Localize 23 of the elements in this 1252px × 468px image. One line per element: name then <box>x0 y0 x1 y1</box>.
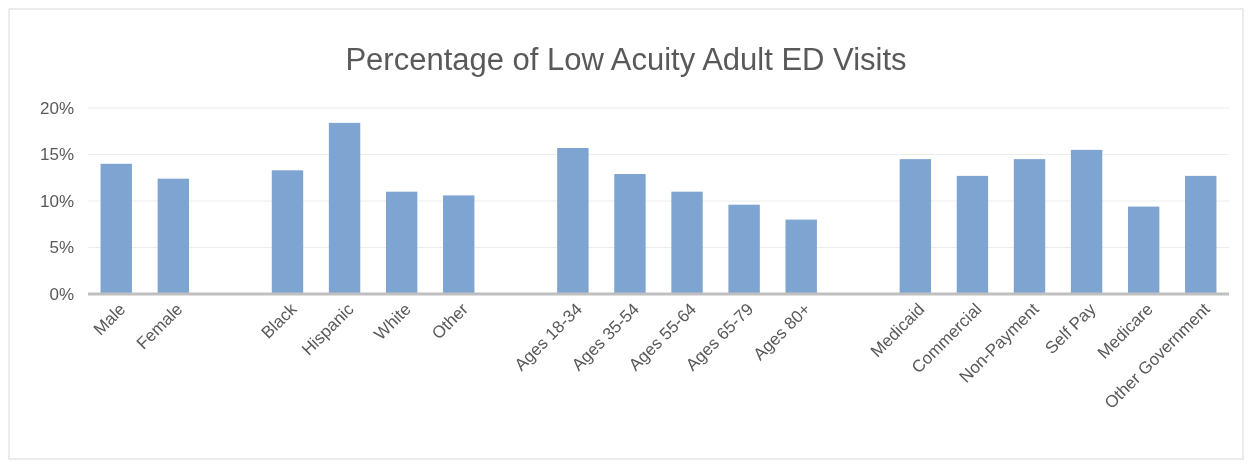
y-tick-label: 5% <box>49 238 74 258</box>
y-tick-label: 10% <box>39 191 74 211</box>
bar <box>557 147 589 294</box>
bar <box>1070 149 1103 294</box>
bar <box>1127 206 1160 294</box>
bar <box>443 195 475 294</box>
bar <box>157 178 190 294</box>
y-tick-label: 15% <box>39 145 74 165</box>
bar <box>956 175 989 294</box>
chart-title: Percentage of Low Acuity Adult ED Visits <box>345 42 907 77</box>
bar <box>785 219 817 294</box>
bar <box>271 170 304 294</box>
bar <box>899 159 932 294</box>
bar <box>728 204 760 294</box>
bar <box>385 191 418 294</box>
bar <box>671 191 703 294</box>
bar <box>614 174 646 294</box>
bar <box>328 122 361 294</box>
bar <box>100 163 132 294</box>
y-tick-label: 20% <box>39 98 74 118</box>
bar <box>1013 159 1046 294</box>
bar <box>1185 175 1217 294</box>
y-tick-label: 0% <box>49 284 74 304</box>
